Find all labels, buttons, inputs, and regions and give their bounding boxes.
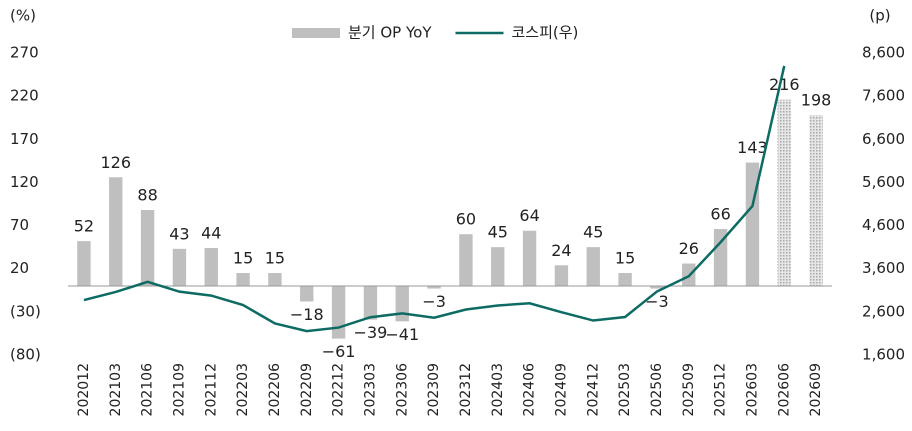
data-label: 15 [265,249,285,268]
data-label: −3 [645,292,669,311]
x-tick-label: 202512 [713,363,729,416]
x-tick-label: 202406 [522,363,538,417]
y-tick-label: 120 [10,173,39,191]
bar [140,210,155,286]
data-label: −18 [290,305,324,324]
x-tick-label: 202206 [267,363,283,417]
x-tick-label: 202103 [108,363,124,416]
x-tick-label: 202209 [299,363,315,416]
bar [809,115,823,286]
bar [777,99,791,286]
x-tick-label: 202503 [617,363,633,416]
data-label: 26 [679,239,699,258]
data-label: −3 [422,292,446,311]
y-axis-label: (%) [10,7,36,25]
x-tick-label: 202309 [426,363,442,416]
data-label: −41 [385,325,419,344]
y2-tick-label: 4,600 [862,216,905,234]
line [83,65,786,333]
data-label: 198 [801,91,832,110]
bar [459,234,473,286]
legend-label: 분기 OP YoY [348,24,432,42]
x-tick-label: 202303 [362,363,378,416]
bar [491,247,505,286]
data-label: −61 [322,342,356,361]
data-label: 52 [74,217,94,236]
y-tick-label: (80) [10,346,41,364]
y-tick-label: 20 [10,259,29,277]
data-label: 44 [201,224,221,243]
bar [77,241,91,286]
y-tick-label: 220 [10,87,39,105]
data-label: 126 [100,153,131,172]
y2-tick-label: 3,600 [862,259,905,277]
x-tick-label: 202203 [235,363,251,416]
data-label: 88 [137,186,157,205]
x-tick-label: 202606 [776,363,792,417]
x-tick-label: 202112 [203,363,219,416]
y2-tick-label: 6,600 [862,130,905,148]
data-label: 45 [488,223,508,242]
x-tick-label: 202403 [490,363,506,416]
bar [363,285,378,320]
bar [300,285,314,302]
bar [427,285,441,289]
data-label: 43 [169,224,189,243]
legend-label: 코스피(우) [512,24,579,42]
x-tick-label: 202509 [681,363,697,416]
data-label: 45 [583,223,603,242]
bar [554,265,569,286]
y2-tick-label: 1,600 [862,346,905,364]
y2-tick-label: 5,600 [862,173,905,191]
bar [618,273,632,286]
x-tick-label: 202212 [331,363,347,416]
bar [268,273,282,286]
data-label: 64 [519,206,539,225]
bar [109,177,123,286]
x-tick-label: 202106 [140,363,156,417]
data-label: 143 [737,138,768,157]
x-tick-label: 202306 [394,363,410,417]
x-tick-label: 202412 [585,363,601,416]
bar [395,285,409,322]
bar [650,285,664,289]
x-tick-label: 202012 [76,363,92,416]
y2-axis-label: (p) [869,7,890,25]
x-tick-label: 202603 [744,363,760,416]
bar [331,285,346,339]
y-tick-label: (30) [10,302,41,320]
legend-swatch [292,28,340,38]
data-label: 216 [769,75,800,94]
bar [236,273,250,286]
x-tick-label: 202409 [553,363,569,416]
y2-tick-label: 2,600 [862,302,905,320]
bar [586,247,600,286]
data-label: 24 [551,241,571,260]
data-label: −39 [354,323,388,342]
data-label: 60 [456,210,476,229]
bar [522,230,537,286]
y2-tick-label: 8,600 [862,44,905,62]
x-tick-label: 202109 [171,363,187,416]
y-tick-label: 170 [10,130,39,148]
x-tick-label: 202506 [649,363,665,417]
x-tick-label: 202609 [808,363,824,416]
data-label: 15 [615,249,635,268]
x-tick-label: 202312 [458,363,474,416]
bar [713,229,728,286]
data-label: 66 [710,205,730,224]
y2-tick-label: 7,600 [862,87,905,105]
data-label: 15 [233,249,253,268]
y-tick-label: 270 [10,44,39,62]
bar [204,248,218,286]
bar [172,248,187,286]
y-tick-label: 70 [10,216,29,234]
